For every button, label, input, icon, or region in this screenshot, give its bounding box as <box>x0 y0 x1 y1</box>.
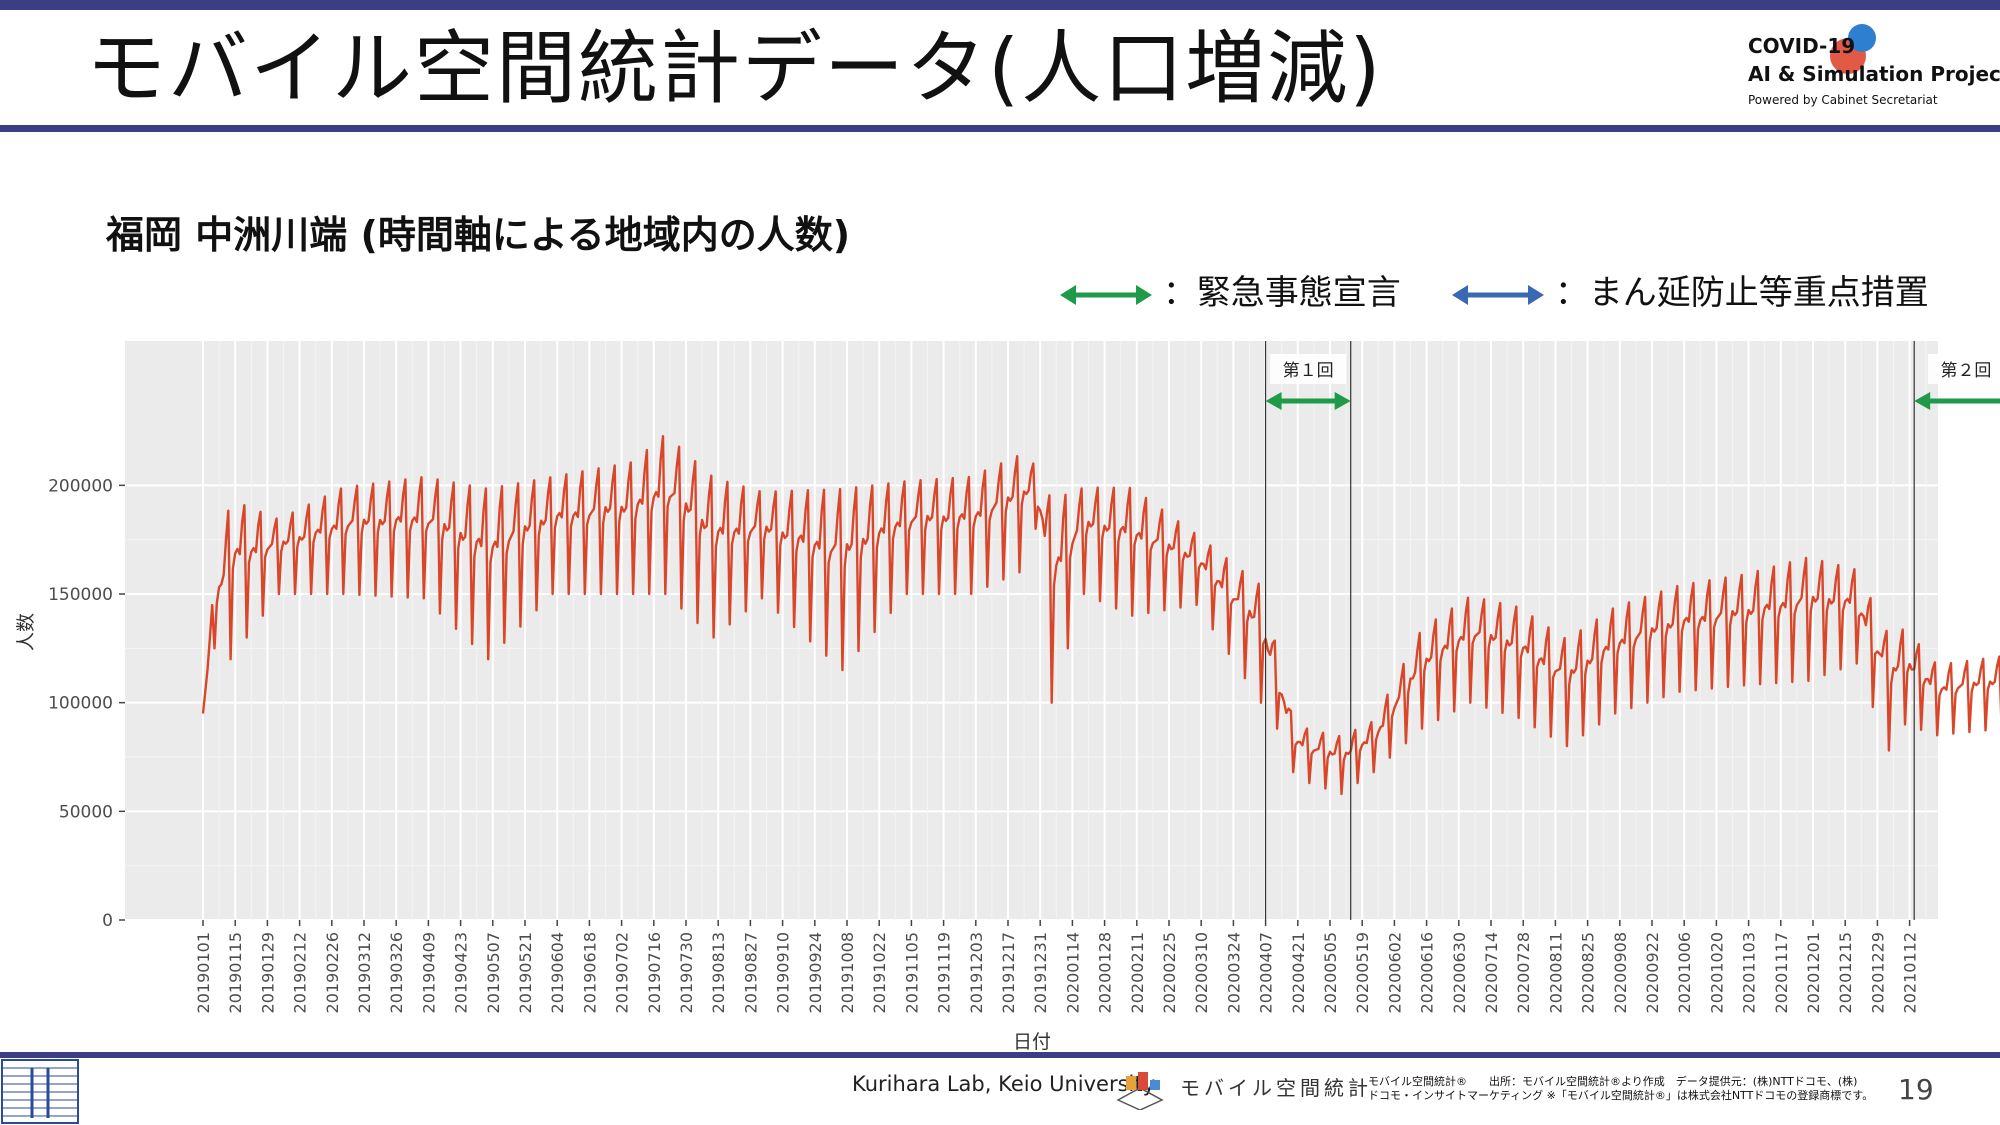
x-tick-label: 20200811 <box>1546 932 1565 1013</box>
x-tick-label: 20200908 <box>1611 932 1630 1013</box>
page-number: 19 <box>1898 1073 1934 1106</box>
x-tick-label: 20191022 <box>870 932 889 1013</box>
y-tick-label: 100000 <box>48 694 113 714</box>
x-tick-label: 20200324 <box>1224 932 1243 1013</box>
x-tick-label: 20200519 <box>1353 932 1372 1013</box>
x-tick-label: 20190129 <box>258 932 277 1013</box>
x-tick-label: 20191203 <box>967 932 986 1013</box>
mobile-stats-brand: モバイル空間統計 <box>1180 1076 1372 1100</box>
x-tick-label: 20190226 <box>323 932 342 1013</box>
legend-emergency: ：緊急事態宣言 <box>1060 265 1401 313</box>
period-arrow-head <box>1265 392 1282 410</box>
x-tick-label: 20200421 <box>1289 932 1308 1013</box>
page-title: モバイル空間統計データ(人口増減) <box>86 22 1383 115</box>
x-tick-label: 20200728 <box>1514 932 1533 1013</box>
x-tick-label: 20190101 <box>194 932 213 1013</box>
x-tick-label: 20190115 <box>226 932 245 1013</box>
chart-subtitle: 福岡 中洲川端 (時間軸による地域内の人数) <box>106 213 851 257</box>
x-tick-label: 20200225 <box>1160 932 1179 1013</box>
logo-line-2: AI & Simulation Project <box>1748 62 2000 86</box>
x-tick-label: 20200128 <box>1096 932 1115 1013</box>
x-tick-label: 20200114 <box>1063 932 1082 1013</box>
keio-lab-logo-icon <box>1 1059 79 1124</box>
x-tick-label: 20190604 <box>548 932 567 1013</box>
period-label-box <box>1270 354 1347 384</box>
logo-line-3: Powered by Cabinet Secretariat <box>1748 93 1938 107</box>
footer-credit: Kurihara Lab, Keio University <box>852 1072 1156 1096</box>
x-tick-label: 20200922 <box>1643 932 1662 1013</box>
period-arrow-head <box>1334 392 1351 410</box>
x-tick-label: 20190507 <box>484 932 503 1013</box>
period-label: 第２回 <box>1940 361 1991 381</box>
x-tick-label: 20200407 <box>1257 932 1276 1013</box>
x-axis-title: 日付 <box>1013 1031 1051 1053</box>
mobile-stats-logo-icon <box>1116 1072 1164 1110</box>
x-tick-label: 20200825 <box>1579 932 1598 1013</box>
title-divider <box>0 125 2000 132</box>
legend-priority: ：まん延防止等重点措置 <box>1452 265 1929 313</box>
x-tick-label: 20191008 <box>838 932 857 1013</box>
x-tick-label: 20200310 <box>1192 932 1211 1013</box>
x-tick-label: 20210112 <box>1901 932 1920 1013</box>
legend-emergency-label: ：緊急事態宣言 <box>1162 273 1401 313</box>
y-tick-label: 150000 <box>48 585 113 605</box>
x-tick-label: 20200630 <box>1450 932 1469 1013</box>
x-tick-label: 20201201 <box>1804 932 1823 1013</box>
x-tick-label: 20190730 <box>677 932 696 1013</box>
x-tick-label: 20190521 <box>516 932 535 1013</box>
x-tick-label: 20190423 <box>452 932 471 1013</box>
y-tick-label: 200000 <box>48 476 113 496</box>
x-tick-label: 20200616 <box>1418 932 1437 1013</box>
logo-line-1: COVID-19 <box>1748 34 1856 58</box>
y-axis-title: 人数 <box>15 613 37 651</box>
priority-arrow-icon <box>1452 284 1544 305</box>
x-tick-label: 20201006 <box>1675 932 1694 1013</box>
x-tick-label: 20190312 <box>355 932 374 1013</box>
x-tick-label: 20190409 <box>419 932 438 1013</box>
y-tick-label: 0 <box>102 911 113 931</box>
x-tick-label: 20190827 <box>741 932 760 1013</box>
project-logo: COVID-19 AI & Simulation Project Powered… <box>1748 24 2000 118</box>
x-tick-label: 20191105 <box>902 932 921 1013</box>
x-tick-label: 20201020 <box>1707 932 1726 1013</box>
x-tick-label: 20201215 <box>1836 932 1855 1013</box>
x-tick-label: 20191217 <box>999 932 1018 1013</box>
top-accent-bar <box>0 0 2000 10</box>
x-tick-label: 20200211 <box>1128 932 1147 1013</box>
x-tick-label: 20190924 <box>806 932 825 1013</box>
legend-priority-label: ：まん延防止等重点措置 <box>1554 273 1929 313</box>
x-tick-label: 20190212 <box>291 932 310 1013</box>
source-line-1: モバイル空間統計® 出所：モバイル空間統計®より作成 データ提供元：(株)NTT… <box>1368 1075 1858 1088</box>
population-series-line <box>201 434 2000 796</box>
x-tick-label: 20200602 <box>1385 932 1404 1013</box>
x-tick-label: 20191231 <box>1031 932 1050 1013</box>
x-tick-label: 20190716 <box>645 932 664 1013</box>
period-label: 第１回 <box>1283 361 1334 381</box>
x-tick-label: 20190326 <box>387 932 406 1013</box>
logo-blue-circle <box>1848 24 1876 52</box>
population-line-chart: 0 50000 100000 150000 200000 20190101 20190115… <box>15 341 2000 1053</box>
data-source-note: モバイル空間統計® 出所：モバイル空間統計®より作成 データ提供元：(株)NTT… <box>1368 1075 1873 1103</box>
x-tick-label: 20201103 <box>1740 932 1759 1013</box>
period-arrow-head <box>1914 392 1931 410</box>
source-line-2: ドコモ・インサイトマーケティング ※「モバイル空間統計®」は株式会社NTTドコモ… <box>1368 1089 1874 1102</box>
period-label-box <box>1927 354 2000 384</box>
emergency-arrow-icon <box>1060 284 1152 305</box>
y-tick-label: 50000 <box>59 802 113 822</box>
x-tick-label: 20201117 <box>1772 932 1791 1013</box>
footer-divider <box>0 1052 2000 1058</box>
x-tick-label: 20190910 <box>774 932 793 1013</box>
x-tick-label: 20190618 <box>580 932 599 1013</box>
x-tick-label: 20190813 <box>709 932 728 1013</box>
x-tick-label: 20201229 <box>1868 932 1887 1013</box>
x-tick-label: 20191119 <box>935 932 954 1013</box>
x-tick-label: 20200505 <box>1321 932 1340 1013</box>
x-tick-label: 20190702 <box>613 932 632 1013</box>
x-tick-label: 20200714 <box>1482 932 1501 1013</box>
